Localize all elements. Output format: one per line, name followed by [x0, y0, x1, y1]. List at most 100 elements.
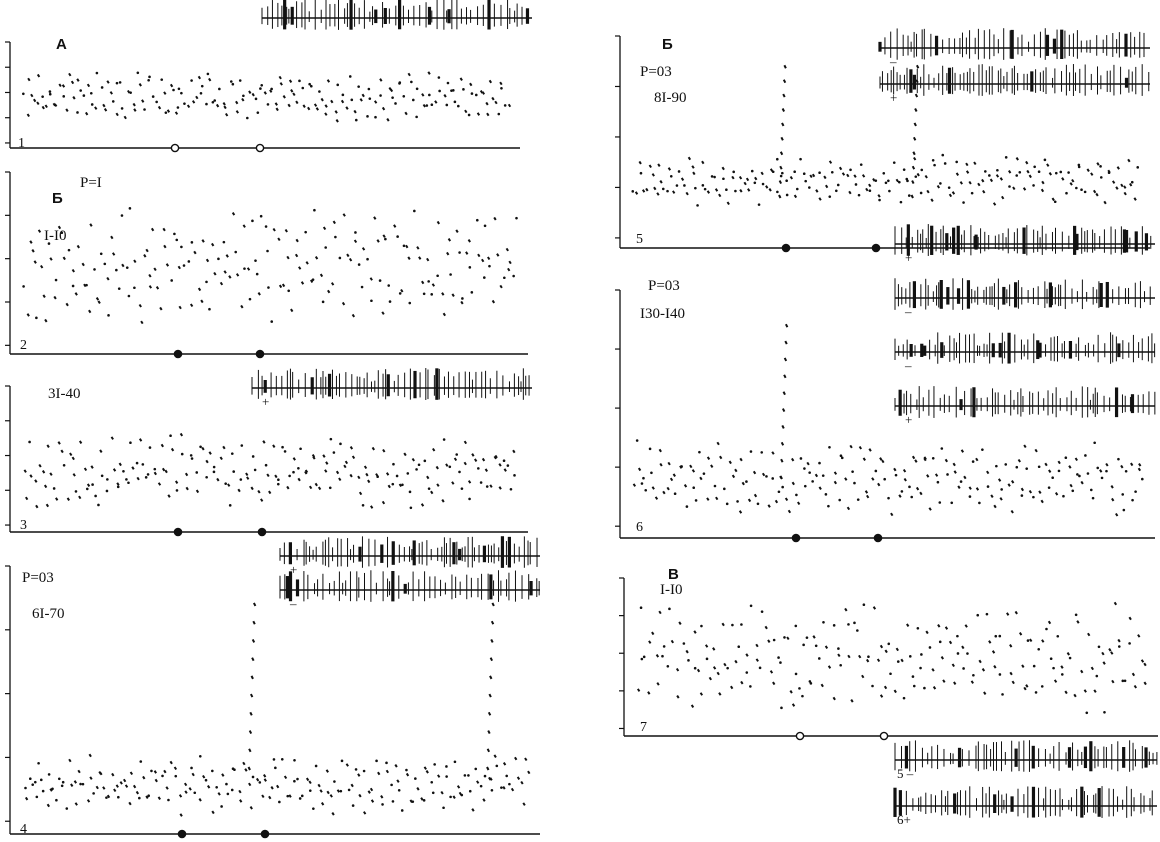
panel-3-number: 3: [20, 518, 27, 533]
data-point: [292, 457, 296, 461]
data-point: [910, 495, 914, 499]
data-point: [817, 657, 821, 660]
data-point: [745, 671, 749, 674]
data-point: [906, 179, 909, 183]
data-point: [404, 111, 408, 116]
data-point: [791, 481, 795, 486]
data-point: [1066, 652, 1070, 656]
data-point: [940, 656, 945, 660]
data-point: [986, 470, 990, 475]
data-point: [436, 483, 440, 487]
data-point: [253, 468, 257, 472]
data-point: [1011, 680, 1015, 685]
data-point: [1025, 684, 1029, 688]
data-point: [292, 470, 295, 474]
data-point: [846, 506, 851, 511]
data-point: [71, 284, 75, 288]
data-point: [31, 783, 35, 786]
data-point: [1025, 467, 1029, 470]
data-point: [1111, 180, 1116, 184]
data-point: [675, 184, 679, 187]
data-point: [370, 505, 374, 509]
data-point: [986, 485, 990, 488]
data-point: [115, 112, 119, 117]
spike-point: [781, 122, 785, 127]
spike-point: [784, 340, 788, 345]
data-point: [244, 768, 248, 772]
data-point: [809, 174, 813, 179]
data-point: [338, 477, 342, 482]
data-point: [274, 474, 278, 479]
data-point: [153, 467, 157, 471]
data-point: [858, 654, 862, 659]
data-point: [463, 461, 467, 466]
data-point: [205, 475, 208, 479]
data-point: [88, 309, 92, 314]
data-point: [178, 794, 183, 798]
data-point: [312, 456, 316, 460]
stimulus-marker: [781, 243, 791, 253]
data-point: [396, 235, 399, 238]
data-point: [283, 450, 287, 453]
data-point: [200, 84, 204, 88]
data-point: [73, 780, 78, 784]
data-point: [165, 263, 170, 267]
data-point: [716, 441, 720, 446]
data-point: [89, 91, 93, 95]
data-point: [777, 490, 781, 494]
data-point: [197, 75, 202, 80]
data-point: [474, 458, 478, 462]
data-point: [414, 777, 417, 780]
data-point: [499, 81, 503, 86]
data-point: [486, 112, 490, 117]
data-point: [994, 634, 998, 638]
data-point: [434, 100, 438, 104]
data-point: [1040, 685, 1044, 688]
data-point: [251, 92, 255, 97]
data-point: [467, 113, 471, 117]
data-point: [487, 256, 491, 261]
data-point: [846, 173, 850, 178]
data-point: [638, 160, 642, 165]
data-point: [1073, 693, 1077, 698]
data-point: [164, 111, 168, 114]
data-point: [239, 799, 243, 803]
data-point: [157, 482, 162, 486]
panel-1-number: 1: [18, 136, 25, 151]
data-point: [205, 258, 210, 263]
data-point: [211, 810, 215, 815]
data-point: [1033, 165, 1036, 169]
data-point: [111, 252, 116, 256]
data-point: [138, 303, 142, 308]
data-point: [1046, 163, 1050, 167]
data-point: [143, 108, 146, 111]
data-point: [498, 463, 502, 467]
data-point: [824, 493, 828, 496]
data-point: [498, 486, 502, 490]
data-point: [368, 97, 372, 100]
data-point: [420, 503, 425, 507]
data-point: [890, 512, 894, 517]
data-point: [60, 231, 64, 235]
data-point: [224, 112, 229, 117]
data-point: [635, 439, 639, 442]
data-point: [398, 483, 402, 488]
inset-sign: +: [262, 394, 269, 409]
data-point: [142, 775, 146, 780]
data-point: [712, 666, 717, 670]
data-point: [700, 624, 703, 628]
data-point: [277, 478, 280, 482]
data-point: [339, 442, 342, 446]
data-point: [340, 99, 345, 104]
data-point: [923, 457, 927, 462]
data-point: [818, 486, 822, 490]
data-point: [272, 227, 276, 232]
data-point: [85, 283, 88, 287]
data-point: [349, 445, 354, 450]
data-point: [900, 490, 904, 493]
spike-point: [490, 638, 494, 643]
data-point: [169, 760, 173, 765]
spike-point: [782, 93, 786, 98]
data-point: [426, 475, 430, 480]
data-point: [833, 480, 838, 485]
